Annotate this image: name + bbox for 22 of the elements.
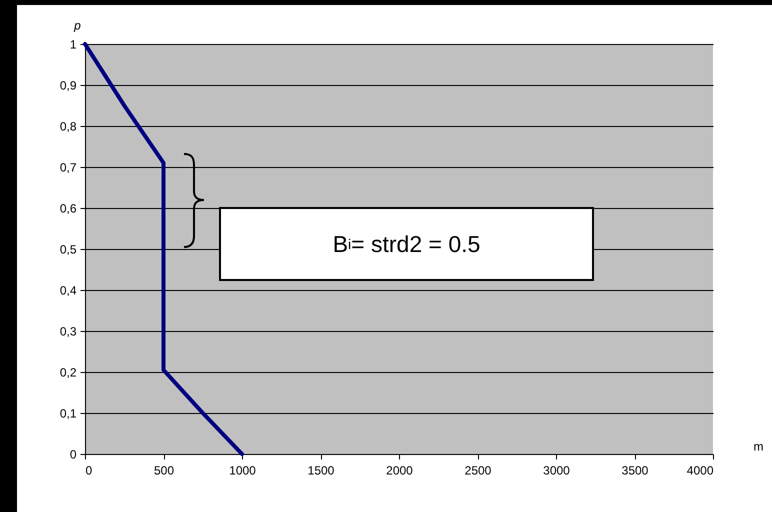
y-tick-label: 0: [70, 448, 77, 462]
y-tick-label: 0,2: [60, 366, 77, 380]
y-tick-label: 1: [70, 38, 77, 52]
y-tick-label: 0,9: [60, 78, 77, 92]
y-tick-label: 0,3: [60, 324, 77, 338]
y-tick-label: 0,4: [60, 284, 77, 298]
x-tick-label: 3500: [622, 464, 649, 478]
x-tick-label: 2500: [464, 464, 492, 478]
y-axis-title: p: [73, 18, 82, 32]
y-tick-label: 0,5: [60, 242, 77, 256]
y-tick-label: 0,6: [60, 202, 77, 216]
x-axis-title: m: [754, 440, 764, 454]
y-tick-label: 0,8: [60, 120, 77, 134]
x-tick-label: 1500: [308, 464, 335, 478]
x-tick-label: 0: [86, 464, 92, 478]
y-tick-label: 0,7: [60, 160, 77, 174]
x-tick-label: 2000: [386, 464, 414, 478]
x-tick-label: 3000: [543, 464, 570, 478]
x-tick-label: 4000: [686, 464, 714, 478]
x-tick-label: 500: [154, 464, 174, 478]
x-tick-label: 1000: [229, 464, 256, 478]
y-tick-label: 0,1: [60, 406, 77, 420]
